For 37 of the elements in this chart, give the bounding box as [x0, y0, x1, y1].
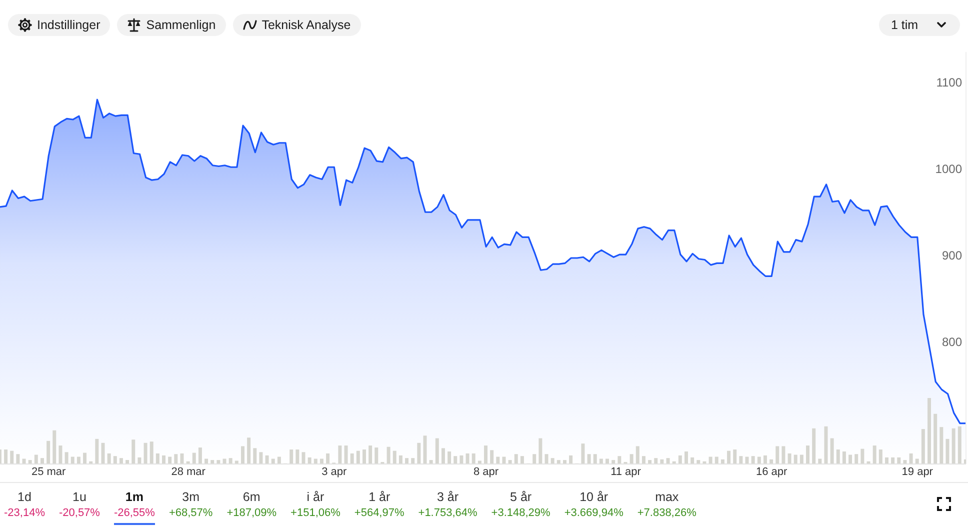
text: +68,57%: [168, 506, 213, 520]
text: 5 år: [510, 489, 532, 506]
text: 1d: [18, 489, 32, 506]
text: 6m: [242, 489, 260, 506]
x-tick-label: 19 apr: [902, 466, 934, 478]
text: -23,14%: [4, 506, 45, 520]
y-tick-label: 1000: [935, 162, 962, 176]
text: 10 år: [580, 489, 608, 506]
y-tick-label: 1100: [936, 76, 962, 90]
y-tick-label: 800: [942, 335, 962, 350]
text: 1 år: [368, 489, 390, 506]
text: -26,55%: [114, 506, 155, 520]
x-tick-label: 16 apr: [756, 466, 788, 478]
text: +3.669,94%: [564, 506, 624, 520]
text: 3m: [182, 489, 200, 506]
x-tick-label: 8 apr: [474, 466, 499, 478]
x-tick-label: 28 mar: [171, 466, 206, 478]
text: +564,97%: [354, 506, 404, 520]
text: +7.838,26%: [637, 506, 696, 520]
text: 1 tim: [891, 18, 918, 32]
x-tick-label: 25 mar: [31, 466, 66, 478]
text: Indstillinger: [37, 18, 100, 32]
text: 1u: [72, 489, 86, 506]
text: Teknisk Analyse: [262, 18, 351, 32]
text: +187,09%: [226, 506, 277, 520]
x-tick-label: 11 apr: [610, 466, 642, 478]
text: +3.148,29%: [491, 506, 550, 520]
y-tick-label: 900: [942, 248, 962, 263]
x-tick-label: 3 apr: [322, 466, 348, 478]
text: 3 år: [437, 489, 459, 506]
text: max: [655, 489, 679, 506]
text: -20,57%: [58, 506, 100, 520]
text: i år: [306, 489, 324, 506]
text: +151,06%: [290, 506, 340, 520]
text: Sammenlign: [146, 18, 216, 32]
text: +1.753,64%: [418, 506, 478, 520]
text: 1m: [125, 489, 144, 506]
